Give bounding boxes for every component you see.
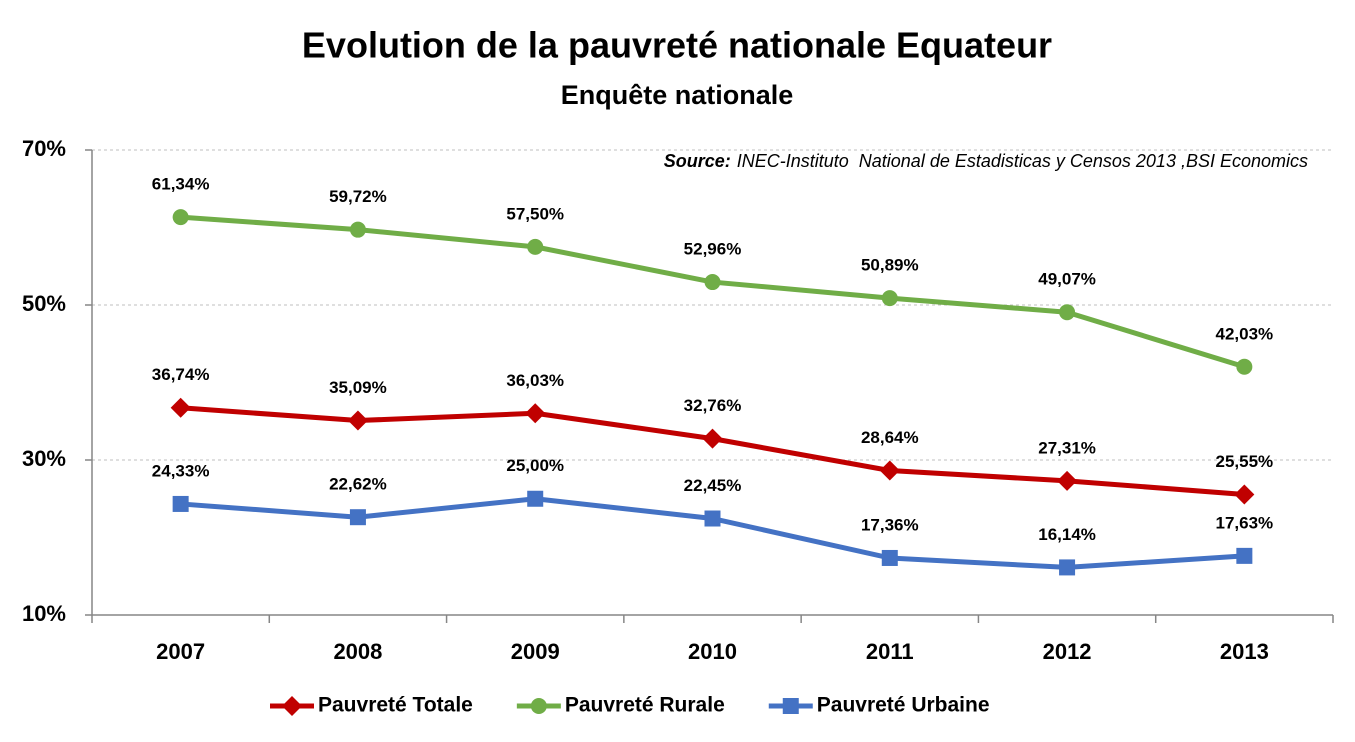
legend-label: Pauvreté Totale	[318, 694, 473, 717]
legend-item: Pauvreté Rurale	[516, 694, 725, 717]
marker	[879, 460, 900, 481]
source-text: INEC-Instituto National de Estadisticas …	[737, 151, 1308, 171]
x-tick-label: 2009	[511, 639, 560, 664]
marker	[881, 290, 898, 307]
legend-label: Pauvreté Urbaine	[817, 694, 990, 717]
value-label: 36,74%	[152, 365, 210, 384]
marker	[1059, 304, 1076, 321]
marker	[1236, 547, 1253, 564]
legend-item: Pauvreté Totale	[270, 694, 473, 717]
marker	[347, 410, 368, 431]
x-tick-label: 2010	[688, 639, 737, 664]
marker	[702, 428, 723, 449]
legend-item: Pauvreté Urbaine	[768, 694, 990, 717]
value-label: 17,63%	[1216, 513, 1274, 532]
marker	[172, 209, 189, 226]
marker	[527, 238, 544, 255]
marker	[782, 698, 799, 714]
source-label: Source:	[664, 151, 731, 171]
chart-title: Evolution de la pauvreté nationale Equat…	[302, 25, 1052, 66]
marker	[704, 510, 721, 527]
value-label: 49,07%	[1038, 270, 1096, 289]
x-tick-label: 2007	[156, 639, 205, 664]
legend-label: Pauvreté Rurale	[565, 694, 725, 717]
y-tick-label: 50%	[22, 291, 66, 316]
value-label: 59,72%	[329, 187, 387, 206]
marker	[527, 490, 544, 507]
value-label: 16,14%	[1038, 525, 1096, 544]
marker	[1236, 358, 1253, 375]
y-tick-label: 70%	[22, 136, 66, 161]
value-label: 25,00%	[506, 456, 564, 475]
value-label: 36,03%	[506, 371, 564, 390]
marker	[525, 403, 546, 424]
marker	[349, 509, 366, 526]
value-label: 22,62%	[329, 475, 387, 494]
source-note: Source: INEC-Instituto National de Estadi…	[664, 151, 1308, 171]
value-label: 42,03%	[1216, 324, 1274, 343]
x-tick-label: 2013	[1220, 639, 1269, 664]
chart-subtitle: Enquête nationale	[561, 80, 794, 110]
marker	[1059, 559, 1076, 576]
x-tick-label: 2008	[333, 639, 382, 664]
marker	[1234, 484, 1255, 505]
x-tick-label: 2012	[1043, 639, 1092, 664]
value-label: 27,31%	[1038, 438, 1096, 457]
value-label: 61,34%	[152, 175, 210, 194]
marker	[170, 397, 191, 418]
value-label: 35,09%	[329, 378, 387, 397]
value-label: 52,96%	[684, 240, 742, 259]
x-tick-label: 2011	[866, 639, 914, 664]
value-label: 32,76%	[684, 396, 742, 415]
value-label: 28,64%	[861, 428, 919, 447]
value-label: 17,36%	[861, 515, 919, 534]
value-label: 57,50%	[506, 204, 564, 223]
value-label: 50,89%	[861, 256, 919, 275]
marker	[172, 495, 189, 512]
value-label: 24,33%	[152, 461, 210, 480]
marker	[704, 274, 721, 291]
value-label: 22,45%	[684, 476, 742, 495]
y-tick-label: 30%	[22, 446, 66, 471]
marker	[349, 221, 366, 238]
marker	[282, 696, 302, 716]
y-tick-label: 10%	[22, 601, 66, 626]
marker	[881, 549, 898, 566]
value-label: 25,55%	[1216, 452, 1274, 471]
marker	[1057, 470, 1078, 491]
marker	[530, 698, 547, 714]
